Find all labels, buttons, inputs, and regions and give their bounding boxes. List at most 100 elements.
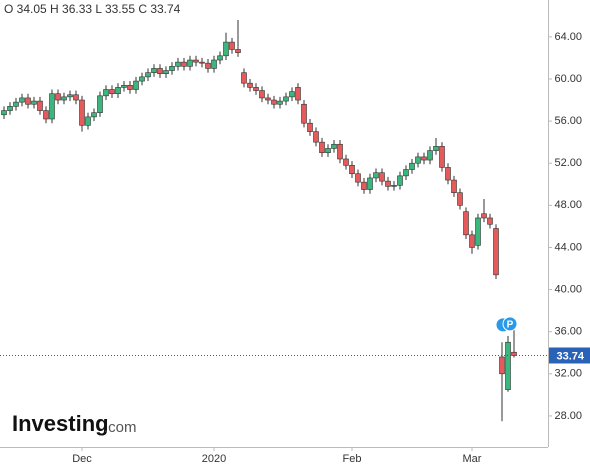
y-tick-label: 64.00: [554, 31, 582, 43]
candle-body: [379, 172, 385, 182]
candle-body: [265, 97, 271, 101]
candle-body: [433, 146, 439, 151]
candle-body: [181, 61, 187, 67]
candle-body: [241, 72, 247, 84]
event-marker-label: P: [507, 320, 514, 331]
candle-body: [169, 66, 175, 71]
candle-body: [121, 84, 127, 88]
candle-body: [499, 356, 505, 375]
candle-body: [415, 156, 421, 164]
candle-body: [301, 103, 307, 124]
candle-body: [253, 87, 259, 91]
candle-body: [163, 70, 169, 75]
candle-body: [361, 181, 367, 190]
candle-body: [175, 61, 181, 67]
last-price-box: [549, 347, 590, 364]
y-tick-label: 40.00: [554, 283, 582, 295]
candle-body: [397, 175, 403, 186]
candle-body: [325, 148, 331, 153]
y-tick-label: 48.00: [554, 199, 582, 211]
candle-body: [127, 84, 133, 90]
candle-body: [13, 101, 19, 107]
candle-body: [223, 41, 229, 57]
candle-body: [463, 211, 469, 236]
candle-body: [217, 55, 223, 61]
candle-body: [367, 177, 373, 190]
y-tick-label: 36.00: [554, 326, 582, 338]
x-tick-label: Feb: [343, 453, 362, 465]
candle-body: [151, 68, 157, 73]
candle-body: [409, 162, 415, 170]
candle-body: [37, 100, 43, 111]
candle-body: [481, 213, 487, 219]
candle-body: [337, 143, 343, 160]
candle-body: [55, 93, 61, 101]
candle-body: [445, 167, 451, 181]
candle-body: [19, 97, 25, 103]
x-tick-label: 2020: [202, 453, 226, 465]
candle-body: [319, 141, 325, 153]
candle-body: [487, 217, 493, 225]
candle-body: [211, 59, 217, 69]
x-tick-label: Mar: [463, 453, 482, 465]
candle-body: [421, 156, 427, 161]
candle-body: [343, 158, 349, 166]
y-tick-label: 52.00: [554, 157, 582, 169]
candle-body: [469, 234, 475, 248]
candle-body: [271, 99, 277, 105]
candle-body: [97, 95, 103, 113]
candle-body: [283, 96, 289, 102]
candle-body: [295, 87, 301, 101]
candle-body: [373, 172, 379, 179]
candle-body: [61, 96, 67, 101]
candle-body: [199, 61, 205, 64]
candle-body: [133, 80, 139, 90]
candle-body: [277, 100, 283, 105]
candle-body: [355, 173, 361, 183]
event-marker: [502, 316, 518, 332]
candle-body: [403, 169, 409, 177]
last-price-label: 33.74: [556, 350, 584, 362]
candle-body: [493, 228, 499, 276]
candle-body: [235, 49, 241, 53]
y-tick-label: 32.00: [554, 368, 582, 380]
candle-body: [313, 131, 319, 143]
brand-suffix: .com: [104, 419, 137, 436]
candle-body: [43, 110, 49, 120]
candle-body: [205, 62, 211, 69]
y-tick-label: 44.00: [554, 241, 582, 253]
candle-body: [49, 93, 55, 120]
candle-body: [475, 217, 481, 246]
ohlc-header: O 34.05 H 36.33 L 33.55 C 33.74: [4, 2, 181, 16]
candle-body: [1, 110, 7, 116]
candle-body: [25, 97, 31, 105]
candle-body: [193, 59, 199, 63]
candle-body: [145, 72, 151, 78]
candle-body: [109, 89, 115, 95]
candle-body: [229, 41, 235, 50]
candle-body: [427, 150, 433, 161]
candle-body: [115, 87, 121, 95]
candle-body: [439, 146, 445, 168]
candle-body: [385, 180, 391, 187]
x-tick-label: Dec: [72, 453, 92, 465]
candle-body: [187, 59, 193, 67]
candle-body: [85, 116, 91, 126]
candle-body: [505, 341, 511, 390]
candle-body: [103, 89, 109, 97]
candle-body: [139, 76, 145, 82]
y-tick-label: 56.00: [554, 115, 582, 127]
candle-body: [391, 185, 397, 187]
candle-body: [259, 90, 265, 99]
candle-body: [67, 94, 73, 98]
candle-body: [79, 99, 85, 126]
candle-body: [457, 192, 463, 206]
candle-body: [91, 112, 97, 118]
brand: Investing: [12, 411, 109, 436]
y-tick-label: 28.00: [554, 410, 582, 422]
candle-body: [307, 122, 313, 132]
candle-body: [349, 165, 355, 175]
y-tick-label: 60.00: [554, 73, 582, 85]
